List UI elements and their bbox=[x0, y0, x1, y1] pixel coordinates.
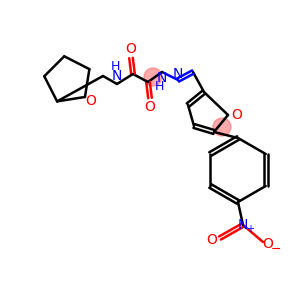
Text: O: O bbox=[126, 42, 136, 56]
Text: H: H bbox=[154, 80, 164, 94]
Text: N: N bbox=[173, 67, 183, 81]
Text: +: + bbox=[246, 224, 254, 234]
Text: O: O bbox=[232, 108, 242, 122]
Text: O: O bbox=[207, 233, 218, 247]
Circle shape bbox=[213, 118, 231, 136]
Circle shape bbox=[144, 68, 162, 86]
Text: N: N bbox=[157, 71, 167, 85]
Text: H: H bbox=[110, 61, 120, 74]
Text: O: O bbox=[262, 237, 273, 251]
Text: N: N bbox=[112, 69, 122, 83]
Text: O: O bbox=[85, 94, 96, 108]
Text: O: O bbox=[145, 100, 155, 114]
Text: N: N bbox=[238, 218, 248, 232]
Text: −: − bbox=[271, 242, 281, 256]
